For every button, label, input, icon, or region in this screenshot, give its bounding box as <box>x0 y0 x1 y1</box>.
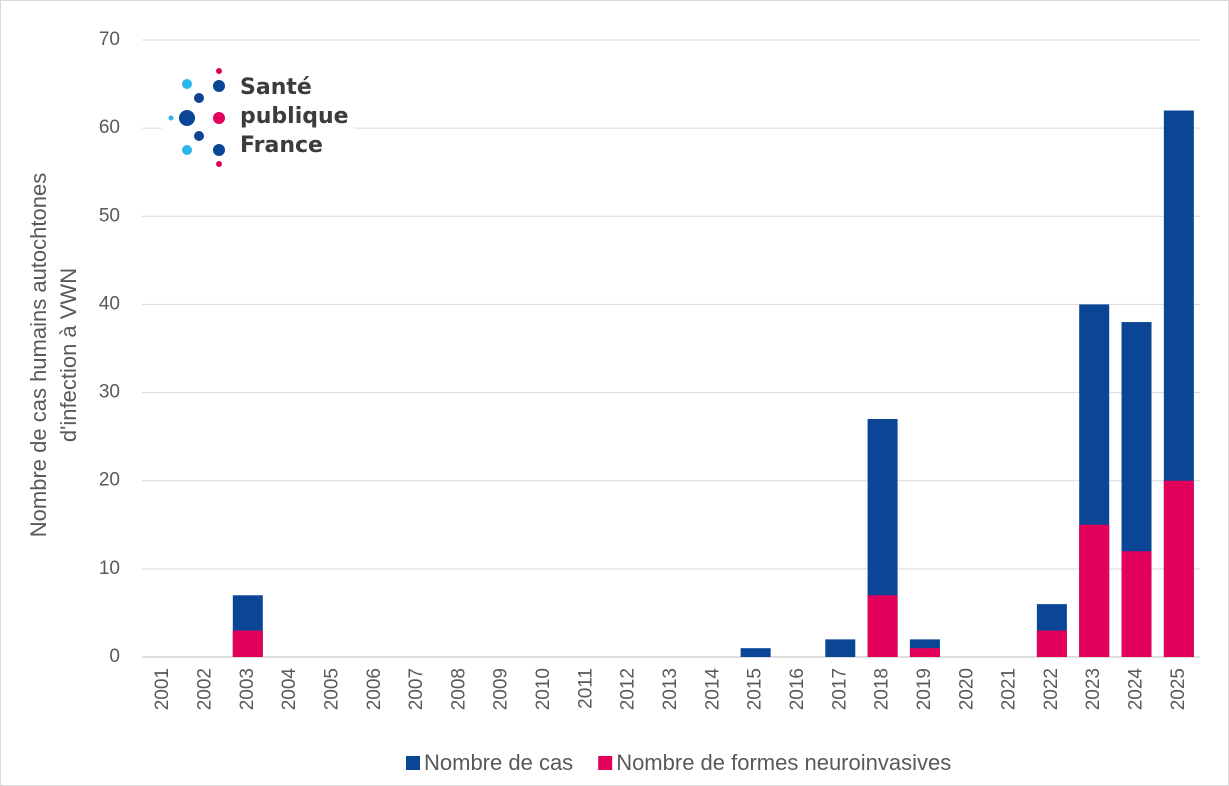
x-tick-label: 2019 <box>914 668 935 710</box>
x-tick-label: 2009 <box>491 668 512 710</box>
logo-dot <box>194 131 204 141</box>
bar <box>1121 551 1152 657</box>
bar <box>740 648 771 657</box>
logo-dot <box>216 68 222 74</box>
x-tick-label: 2005 <box>321 668 342 710</box>
x-tick-label: 2003 <box>237 668 258 710</box>
x-tick-label: 2014 <box>702 668 723 711</box>
x-tick-label: 2021 <box>999 668 1020 710</box>
x-tick-label: 2007 <box>406 668 427 710</box>
logo: Santé publique France <box>162 66 354 167</box>
logo-dot <box>213 112 225 124</box>
x-tick-label: 2018 <box>872 668 893 710</box>
x-tick-label: 2010 <box>533 668 554 710</box>
y-tick-label: 40 <box>99 293 120 314</box>
x-tick-label: 2024 <box>1126 668 1147 711</box>
bar <box>909 648 940 657</box>
x-tick-label: 2001 <box>152 668 173 710</box>
x-tick-label: 2004 <box>279 668 300 711</box>
x-tick-label: 2002 <box>194 668 215 710</box>
y-tick-label: 60 <box>99 117 120 138</box>
logo-dot <box>168 115 174 121</box>
logo-dot <box>194 93 204 103</box>
x-tick-label: 2011 <box>575 668 596 709</box>
y-tick-label: 0 <box>109 646 120 667</box>
x-tick-label: 2015 <box>745 668 766 710</box>
bar <box>232 630 263 657</box>
x-tick-label: 2022 <box>1041 668 1062 710</box>
legend-label: Nombre de cas <box>424 750 573 775</box>
logo-text: Santé <box>240 75 312 100</box>
logo-dot <box>182 145 192 155</box>
x-tick-label: 2012 <box>618 668 639 710</box>
x-tick-label: 2013 <box>660 668 681 710</box>
x-tick-label: 2017 <box>829 668 850 710</box>
x-tick-label: 2023 <box>1083 668 1104 710</box>
logo-dot <box>182 79 192 89</box>
y-tick-label: 50 <box>99 205 120 226</box>
y-tick-label: 20 <box>99 470 120 491</box>
x-tick-label: 2016 <box>787 668 808 710</box>
x-tick-label: 2020 <box>956 668 977 710</box>
x-tick-label: 2008 <box>448 668 469 710</box>
y-tick-label: 30 <box>99 382 120 403</box>
y-tick-label: 10 <box>99 558 120 579</box>
logo-text: France <box>240 133 323 158</box>
logo-dot <box>213 144 225 156</box>
y-axis-label: d'infection à VWN <box>56 268 81 442</box>
x-tick-label: 2006 <box>364 668 385 710</box>
logo-text: publique <box>240 104 349 129</box>
logo-dot <box>213 80 225 92</box>
x-tick-label: 2025 <box>1168 668 1189 710</box>
y-tick-label: 70 <box>99 29 120 50</box>
bar <box>825 639 856 657</box>
y-axis-label: Nombre de cas humains autochtones <box>26 173 51 537</box>
legend-label: Nombre de formes neuroinvasives <box>616 750 951 775</box>
bar <box>867 595 898 657</box>
bar <box>1036 630 1067 657</box>
logo-dot <box>216 161 222 167</box>
bar <box>1163 480 1194 657</box>
bar <box>1079 524 1110 657</box>
legend-swatch <box>406 756 420 770</box>
legend-swatch <box>598 756 613 770</box>
logo-dot <box>179 110 195 126</box>
